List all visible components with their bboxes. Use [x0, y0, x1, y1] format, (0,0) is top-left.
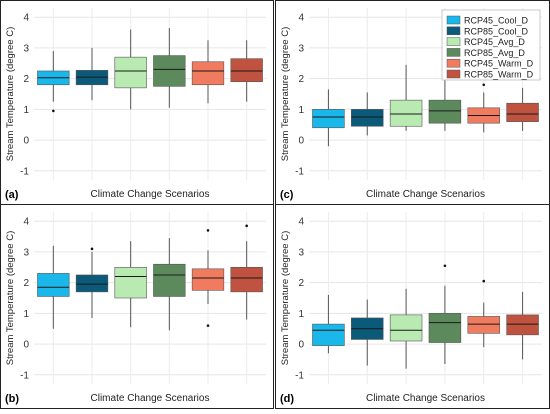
legend-label: RCP85_Warm_D [464, 70, 534, 80]
box [75, 274, 109, 293]
y-tick-label: 4 [23, 13, 29, 24]
y-tick-label: 0 [23, 136, 29, 147]
legend-swatch [446, 37, 461, 46]
chart-panel: -1 0 1 2 3 4 Stream Temperature (degree C) Clim… [0, 0, 274, 205]
legend-swatch [446, 48, 461, 57]
chart-panel: -1 0 1 2 3 4 Stream Temperature (degree C) Clim… [275, 204, 550, 409]
y-tick-label: 4 [23, 217, 29, 228]
panel-border [0, 204, 274, 409]
y-tick-label: 4 [298, 13, 304, 24]
y-tick-label: 1 [23, 309, 29, 320]
x-axis-label: Climate Change Scenarios [366, 393, 485, 404]
y-tick-label: 2 [23, 74, 29, 85]
y-axis-label: Stream Temperature (degree C) [5, 27, 16, 161]
legend-label: RCP45_Avg_D [464, 37, 525, 47]
y-tick-label: 2 [298, 278, 304, 289]
box [312, 323, 345, 346]
box [230, 266, 263, 293]
outlier-point [245, 224, 248, 228]
outlier-point [206, 324, 210, 327]
outlier-point [52, 109, 55, 113]
y-tick-label: 0 [23, 340, 29, 351]
y-tick-label: 1 [298, 105, 304, 116]
chart-panel: -1 0 1 2 3 4 Stream Temperature (degree C) Clim… [0, 204, 274, 409]
y-tick-label: 3 [298, 247, 304, 258]
box [467, 316, 500, 334]
outlier-point [482, 279, 486, 283]
panel-border [275, 204, 550, 409]
legend: RCP45_Cool_DRCP85_Cool_DRCP45_Avg_DRCP85… [441, 9, 541, 81]
box [428, 313, 462, 343]
box [351, 109, 384, 127]
legend-swatch [446, 58, 461, 68]
box [389, 314, 423, 342]
y-tick-label: 2 [298, 74, 304, 85]
y-axis-label: Stream Temperature (degree C) [280, 231, 291, 365]
x-axis-label: Climate Change Scenarios [91, 393, 210, 404]
outlier-point [443, 264, 447, 268]
y-tick-label: 3 [298, 43, 304, 54]
legend-label: RCP45_Cool_D [464, 16, 529, 26]
y-tick-label: 4 [298, 217, 304, 228]
box [37, 273, 70, 297]
x-axis-label: Climate Change Scenarios [366, 189, 485, 200]
outlier-point [90, 247, 94, 251]
box [506, 314, 539, 336]
box [428, 99, 462, 124]
y-tick-label: -1 [20, 370, 29, 381]
y-tick-label: -1 [20, 166, 29, 177]
y-tick-label: -1 [295, 166, 304, 177]
legend-swatch [446, 15, 461, 25]
outlier-point [206, 229, 210, 232]
box [153, 263, 186, 297]
box [114, 56, 147, 89]
y-axis-label: Stream Temperature (degree C) [280, 27, 291, 161]
legend-swatch [446, 26, 461, 36]
legend-label: RCP85_Avg_D [464, 48, 525, 58]
box [153, 55, 186, 87]
panel-label: (b) [5, 393, 19, 405]
box [506, 102, 539, 122]
box [191, 268, 225, 291]
panel-label: (a) [5, 189, 19, 201]
box [230, 58, 263, 83]
legend-label: RCP45_Warm_D [464, 59, 534, 69]
panel-label: (d) [280, 393, 294, 405]
y-tick-label: 1 [23, 105, 29, 116]
chart-panel: -1 0 1 2 3 4 Stream Temperature (degree C) Clim… [275, 0, 550, 205]
panel-label: (c) [280, 189, 294, 201]
y-tick-label: 0 [298, 136, 304, 147]
x-axis-label: Climate Change Scenarios [91, 189, 210, 200]
y-tick-label: 2 [23, 278, 29, 289]
box [191, 61, 225, 86]
y-tick-label: 3 [23, 43, 29, 54]
y-axis-label: Stream Temperature (degree C) [5, 231, 16, 365]
box [389, 99, 423, 127]
outlier-point [482, 83, 486, 87]
box [312, 109, 345, 129]
legend-swatch [446, 69, 461, 79]
y-tick-label: 0 [298, 340, 304, 351]
y-tick-label: 1 [298, 309, 304, 320]
panel-border [0, 0, 274, 205]
y-tick-label: 3 [23, 247, 29, 258]
legend-label: RCP85_Cool_D [464, 26, 529, 36]
y-tick-label: -1 [295, 370, 304, 381]
box [114, 266, 147, 299]
